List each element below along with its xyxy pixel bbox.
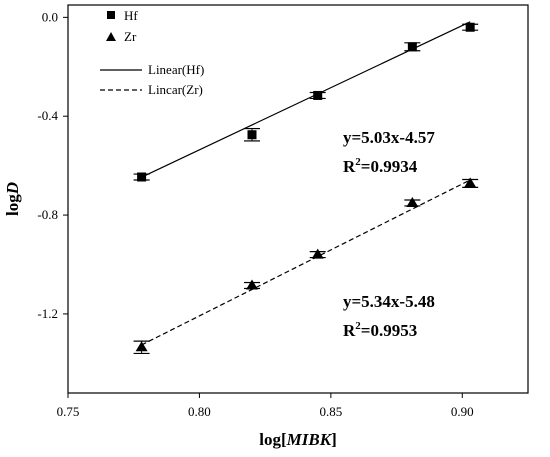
x-tick-label: 0.75 xyxy=(57,404,80,419)
zr-point xyxy=(406,196,419,207)
fit-annotations: y=5.03x-4.57 R2=0.9934 y=5.34x-5.48 R2=0… xyxy=(343,128,435,340)
x-axis-label: log[MIBK] xyxy=(259,430,336,449)
hf-point xyxy=(247,130,257,140)
zr-fit-r2: R2=0.9953 xyxy=(343,320,417,340)
zr-point xyxy=(246,279,258,290)
fit-line-hf xyxy=(141,21,471,178)
legend-label-hf: Hf xyxy=(124,8,138,23)
zr-r2-label: R xyxy=(343,321,356,340)
axis-ticks: 0.75 0.80 0.85 0.90 0.0 -0.4 -0.8 -1.2 xyxy=(37,9,473,419)
data-points xyxy=(133,22,479,355)
legend-label-zr: Zr xyxy=(124,29,137,44)
hf-r2-value: =0.9934 xyxy=(361,157,418,176)
y-tick-label: -0.4 xyxy=(37,108,58,123)
hf-point xyxy=(465,22,475,32)
zr-point xyxy=(311,248,324,259)
hf-point xyxy=(407,42,417,52)
legend-label-linear-hf: Linear(Hf) xyxy=(148,62,204,77)
legend-label-linear-zr: Lincar(Zr) xyxy=(148,82,203,97)
hf-r2-label: R xyxy=(343,157,356,176)
zr-point xyxy=(135,341,148,352)
x-tick-label: 0.85 xyxy=(319,404,342,419)
hf-fit-r2: R2=0.9934 xyxy=(343,156,418,176)
zr-r2-value: =0.9953 xyxy=(361,321,417,340)
plot-frame xyxy=(67,4,529,394)
y-tick-label: -1.2 xyxy=(37,306,58,321)
hf-point xyxy=(313,90,323,100)
fit-line-zr xyxy=(141,179,471,346)
hf-fit-equation: y=5.03x-4.57 xyxy=(343,128,435,147)
y-axis-label: logD xyxy=(3,182,22,216)
zr-r2-superscript: 2 xyxy=(355,320,361,332)
hf-r2-superscript: 2 xyxy=(355,156,361,168)
zr-fit-equation: y=5.34x-5.48 xyxy=(343,292,435,311)
hf-point xyxy=(137,172,147,182)
zr-point xyxy=(464,177,477,188)
y-tick-label: -0.8 xyxy=(37,207,58,222)
legend: Hf Zr Linear(Hf) Lincar(Zr) xyxy=(100,8,204,97)
legend-marker-hf xyxy=(107,11,115,19)
x-tick-label: 0.90 xyxy=(451,404,474,419)
y-tick-label: 0.0 xyxy=(42,9,58,24)
x-tick-label: 0.80 xyxy=(188,404,211,419)
legend-marker-zr xyxy=(106,32,116,41)
